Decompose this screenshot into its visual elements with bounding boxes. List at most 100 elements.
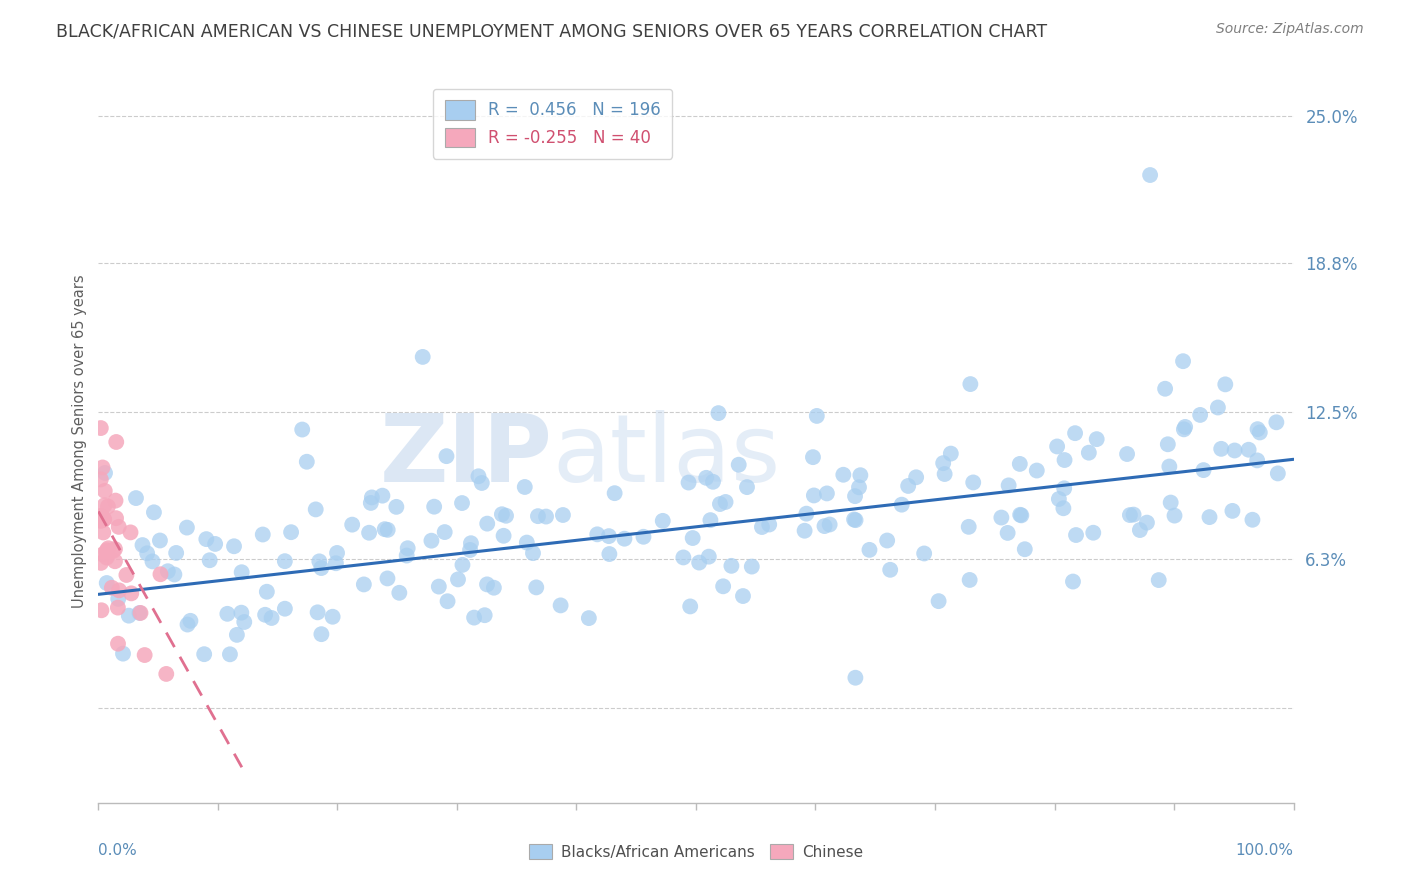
Point [96,576,118,591]
Point [1129,523,1152,537]
Point [848,480,870,494]
Point [997,525,1019,540]
Point [959,573,981,587]
Text: BLACK/AFRICAN AMERICAN VS CHINESE UNEMPLOYMENT AMONG SENIORS OVER 65 YEARS CORRE: BLACK/AFRICAN AMERICAN VS CHINESE UNEMPL… [56,22,1047,40]
Point [1047,491,1070,506]
Point [1077,445,1099,459]
Point [204,537,226,551]
Point [1119,508,1142,522]
Point [93,498,115,512]
Point [305,502,328,516]
Point [1010,508,1032,523]
Point [939,447,962,461]
Point [111,647,134,661]
Point [720,558,742,573]
Point [534,509,557,524]
Point [818,517,841,532]
Y-axis label: Unemployment Among Seniors over 65 years: Unemployment Among Seniors over 65 years [72,275,87,608]
Point [326,546,349,560]
Point [1083,525,1105,540]
Point [252,527,274,541]
Point [832,467,855,482]
Point [492,529,515,543]
Point [522,546,544,560]
Point [90,514,112,528]
Point [957,520,980,534]
Point [741,559,763,574]
Point [90,603,112,617]
Point [322,609,344,624]
Point [165,546,187,560]
Point [120,586,142,600]
Point [93,512,115,526]
Point [120,525,142,540]
Point [136,546,159,560]
Point [1192,463,1215,477]
Point [128,606,150,620]
Point [1211,442,1233,456]
Point [598,529,620,543]
Point [295,455,318,469]
Point [395,549,418,563]
Point [793,524,815,538]
Point [231,566,253,580]
Point [751,520,773,534]
Point [1025,464,1047,478]
Point [260,611,283,625]
Point [90,513,112,527]
Point [105,511,128,525]
Point [91,547,114,561]
Point [447,573,470,587]
Point [578,611,600,625]
Point [845,513,868,527]
Point [256,584,278,599]
Point [758,517,780,532]
Text: 0.0%: 0.0% [98,843,138,857]
Point [433,525,456,540]
Point [427,580,450,594]
Point [176,520,198,534]
Point [125,491,148,505]
Point [142,505,165,519]
Point [233,615,256,629]
Point [1139,168,1161,182]
Point [1147,573,1170,587]
Point [107,520,129,534]
Point [291,423,314,437]
Point [1189,408,1212,422]
Point [1116,447,1139,461]
Point [1160,495,1182,509]
Point [129,606,152,620]
Point [436,449,458,463]
Point [813,519,835,533]
Point [651,514,673,528]
Point [613,532,636,546]
Point [912,546,935,560]
Point [714,495,737,509]
Point [307,605,329,619]
Point [371,489,394,503]
Point [1157,437,1180,451]
Point [1122,508,1144,522]
Point [516,535,538,549]
Point [1246,422,1268,436]
Point [359,525,381,540]
Point [107,600,129,615]
Point [101,544,124,558]
Point [90,472,112,486]
Point [815,486,838,500]
Point [460,536,482,550]
Text: Source: ZipAtlas.com: Source: ZipAtlas.com [1216,22,1364,37]
Point [254,607,277,622]
Point [1053,453,1076,467]
Point [1173,422,1195,436]
Point [96,545,118,559]
Text: ZIP: ZIP [380,410,553,502]
Point [905,470,928,484]
Point [1265,415,1288,429]
Point [360,491,382,505]
Point [149,533,172,548]
Point [388,586,411,600]
Point [412,350,434,364]
Point [198,553,221,567]
